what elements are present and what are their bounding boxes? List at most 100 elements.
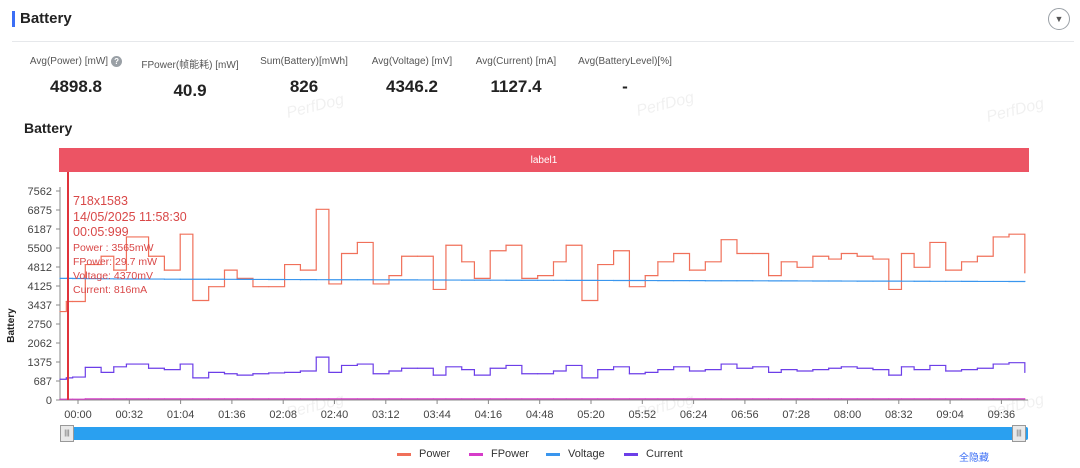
data-point-power: [299, 269, 302, 271]
data-point-voltage: [752, 280, 754, 282]
scrollbar-right-handle[interactable]: |||: [1012, 425, 1026, 442]
data-point-current: [416, 367, 419, 369]
data-point-power: [673, 252, 675, 255]
data-point-power: [1024, 272, 1026, 274]
data-point-power: [163, 269, 165, 271]
data-point-fpower: [208, 398, 210, 400]
data-point-power: [537, 275, 539, 277]
data-point-current: [340, 364, 343, 367]
data-point-power: [704, 261, 706, 263]
data-point-power: [581, 299, 583, 302]
data-point-power: [473, 277, 476, 279]
data-point-current: [992, 363, 994, 365]
data-point-current: [976, 367, 978, 369]
data-point-current: [673, 366, 675, 368]
x-tick-label: 00:00: [64, 409, 92, 421]
legend-swatch: [469, 452, 483, 456]
data-point-fpower: [828, 398, 830, 400]
data-point-voltage: [401, 279, 403, 281]
data-point-power: [960, 261, 963, 263]
legend-item-current[interactable]: Current: [624, 448, 683, 460]
data-point-fpower: [628, 398, 631, 400]
data-point-power: [252, 286, 254, 288]
x-tick-label: 01:36: [218, 409, 246, 421]
data-point-power: [223, 269, 226, 271]
data-point-voltage: [179, 278, 181, 280]
legend-label: Power: [419, 448, 451, 460]
data-point-voltage: [960, 280, 963, 282]
legend-swatch: [624, 452, 638, 456]
x-tick-label: 08:32: [885, 409, 913, 421]
stat-value: 40.9: [173, 81, 207, 100]
data-point-fpower: [552, 398, 555, 400]
data-point-power: [445, 244, 447, 246]
watermark: PerfDog: [984, 95, 1046, 126]
data-point-fpower: [284, 398, 286, 400]
data-point-fpower: [780, 398, 782, 400]
legend-item-power[interactable]: Power: [397, 448, 450, 460]
collapse-toggle-icon[interactable]: ▼: [1048, 8, 1070, 30]
battery-chart[interactable]: 7562 6875 6187 5500 4812 4125 3437 2750 2062 1375…: [0, 172, 1080, 424]
data-point-voltage: [416, 279, 419, 281]
data-point-fpower: [856, 398, 858, 400]
data-point-voltage: [581, 279, 583, 281]
data-point-power: [945, 269, 947, 271]
stat-label: Avg(Power) [mW]: [29, 56, 109, 67]
data-point-current: [521, 373, 523, 375]
data-point-voltage: [489, 279, 491, 281]
y-tick-label: 3437: [28, 300, 52, 312]
data-point-voltage: [147, 278, 150, 280]
data-point-fpower: [401, 398, 403, 400]
data-point-power: [657, 261, 659, 263]
hide-all-link[interactable]: 全隐藏: [959, 453, 989, 464]
data-point-fpower: [872, 398, 874, 400]
data-point-voltage: [100, 278, 102, 280]
data-point-power: [284, 263, 286, 266]
help-icon[interactable]: ?: [111, 56, 123, 67]
y-tick-label: 2750: [28, 319, 52, 331]
x-tick-label: 01:04: [167, 409, 195, 421]
scrollbar-left-handle[interactable]: |||: [60, 425, 74, 442]
x-tick-label: 08:00: [834, 409, 862, 421]
y-tick-label: 6875: [28, 205, 52, 217]
data-point-voltage: [521, 279, 523, 281]
data-point-fpower: [100, 398, 102, 400]
data-point-power: [736, 252, 738, 255]
data-point-fpower: [192, 398, 194, 400]
label-band[interactable]: label1: [59, 148, 1029, 172]
data-point-current: [688, 370, 691, 372]
data-point-power: [100, 255, 102, 257]
data-point-current: [84, 366, 86, 368]
chart-legend: Power FPower Voltage Current: [0, 448, 1080, 464]
data-point-fpower: [113, 398, 115, 400]
data-point-voltage: [315, 279, 317, 281]
data-point-power: [192, 299, 194, 302]
data-point-power: [688, 269, 691, 271]
data-point-voltage: [72, 277, 74, 280]
data-point-fpower: [489, 398, 491, 400]
stat-label: Avg(Voltage) [mV]: [371, 56, 453, 67]
data-point-fpower: [315, 398, 317, 400]
data-point-voltage: [125, 278, 128, 280]
stat-avg-power: Avg(Power) [mW]? 4898.8: [26, 56, 126, 97]
data-point-power: [84, 263, 86, 266]
series-line-voltage: [60, 277, 1026, 283]
data-point-voltage: [236, 278, 238, 280]
time-range-scrollbar[interactable]: ||| |||: [60, 425, 1028, 442]
x-tick-label: 02:08: [269, 409, 297, 421]
data-point-voltage: [673, 280, 675, 282]
data-point-power: [780, 261, 782, 263]
legend-item-voltage[interactable]: Voltage: [546, 448, 605, 460]
data-point-voltage: [208, 278, 210, 280]
x-tick-label: 03:12: [372, 409, 400, 421]
scrollbar-track[interactable]: [60, 427, 1028, 440]
legend-item-fpower[interactable]: FPower: [469, 448, 529, 460]
data-point-voltage: [644, 279, 646, 282]
data-point-voltage: [736, 280, 738, 282]
y-axis-title: Battery: [6, 308, 17, 343]
data-point-power: [1008, 233, 1010, 235]
data-point-current: [223, 373, 226, 375]
data-point-fpower: [752, 398, 754, 400]
data-point-current: [192, 377, 194, 379]
chart-tooltip: 718x1583 14/05/2025 11:58:30 00:05:999 P…: [73, 194, 187, 297]
